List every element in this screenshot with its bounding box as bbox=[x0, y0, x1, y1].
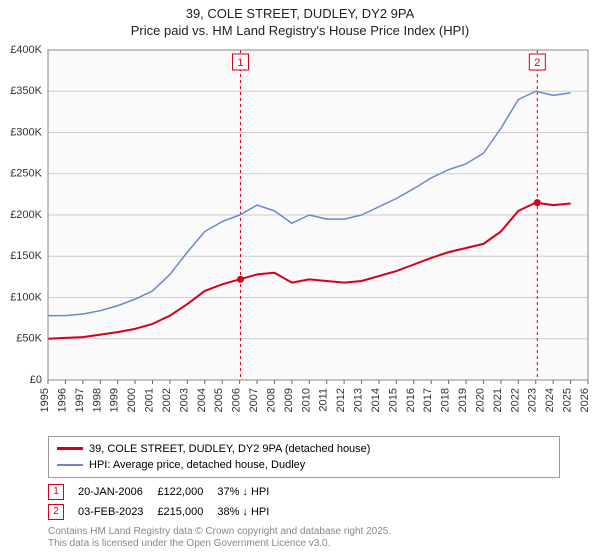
svg-text:2019: 2019 bbox=[457, 388, 469, 412]
svg-text:2001: 2001 bbox=[144, 388, 156, 412]
legend-label-hpi: HPI: Average price, detached house, Dudl… bbox=[89, 459, 305, 471]
svg-text:£0: £0 bbox=[30, 374, 42, 386]
point-marker: 2 bbox=[48, 504, 64, 520]
svg-text:£350K: £350K bbox=[10, 85, 42, 97]
legend-swatch-hpi bbox=[57, 464, 83, 466]
svg-text:2002: 2002 bbox=[161, 388, 173, 412]
svg-text:2000: 2000 bbox=[126, 388, 138, 412]
chart-title-line2: Price paid vs. HM Land Registry's House … bbox=[0, 23, 600, 40]
svg-text:2016: 2016 bbox=[405, 388, 417, 412]
attribution: Contains HM Land Registry data © Crown c… bbox=[48, 526, 560, 551]
svg-text:£250K: £250K bbox=[10, 167, 42, 179]
point-price: £215,000 bbox=[157, 502, 217, 522]
point-delta: 37% ↓ HPI bbox=[217, 482, 283, 502]
attribution-line1: Contains HM Land Registry data © Crown c… bbox=[48, 526, 560, 539]
point-price: £122,000 bbox=[157, 482, 217, 502]
svg-text:2023: 2023 bbox=[527, 388, 539, 412]
legend-label-price: 39, COLE STREET, DUDLEY, DY2 9PA (detach… bbox=[89, 443, 370, 455]
svg-text:1999: 1999 bbox=[109, 388, 121, 412]
svg-text:1997: 1997 bbox=[74, 388, 86, 412]
svg-text:2022: 2022 bbox=[509, 388, 521, 412]
svg-text:1998: 1998 bbox=[91, 388, 103, 412]
svg-text:£300K: £300K bbox=[10, 126, 42, 138]
svg-text:2013: 2013 bbox=[353, 388, 365, 412]
svg-text:£50K: £50K bbox=[16, 332, 42, 344]
svg-text:2: 2 bbox=[534, 57, 540, 69]
svg-text:2004: 2004 bbox=[196, 388, 208, 412]
chart-title-line1: 39, COLE STREET, DUDLEY, DY2 9PA bbox=[0, 6, 600, 23]
svg-text:1995: 1995 bbox=[39, 388, 51, 412]
svg-text:2012: 2012 bbox=[335, 388, 347, 412]
svg-text:2005: 2005 bbox=[213, 388, 225, 412]
point-date: 20-JAN-2006 bbox=[78, 482, 157, 502]
svg-text:2020: 2020 bbox=[474, 388, 486, 412]
sale-point-row: 1 20-JAN-2006£122,00037% ↓ HPI bbox=[48, 482, 283, 502]
svg-text:£150K: £150K bbox=[10, 250, 42, 262]
svg-text:1996: 1996 bbox=[56, 388, 68, 412]
attribution-line2: This data is licensed under the Open Gov… bbox=[48, 538, 560, 551]
svg-text:2015: 2015 bbox=[387, 388, 399, 412]
svg-text:2021: 2021 bbox=[492, 388, 504, 412]
svg-text:2017: 2017 bbox=[422, 388, 434, 412]
svg-text:2025: 2025 bbox=[562, 388, 574, 412]
legend: 39, COLE STREET, DUDLEY, DY2 9PA (detach… bbox=[48, 436, 560, 478]
svg-text:£100K: £100K bbox=[10, 291, 42, 303]
point-marker: 1 bbox=[48, 484, 64, 500]
svg-text:2003: 2003 bbox=[178, 388, 190, 412]
svg-text:2026: 2026 bbox=[579, 388, 591, 412]
sale-points-table: 1 20-JAN-2006£122,00037% ↓ HPI 2 03-FEB-202… bbox=[48, 482, 283, 522]
sale-point-row: 2 03-FEB-2023£215,00038% ↓ HPI bbox=[48, 502, 283, 522]
svg-text:1: 1 bbox=[237, 57, 243, 69]
svg-text:2009: 2009 bbox=[283, 388, 295, 412]
svg-text:2007: 2007 bbox=[248, 388, 260, 412]
svg-text:2008: 2008 bbox=[265, 388, 277, 412]
point-date: 03-FEB-2023 bbox=[78, 502, 157, 522]
legend-swatch-price bbox=[57, 447, 83, 450]
svg-text:£400K: £400K bbox=[10, 44, 42, 56]
svg-text:2024: 2024 bbox=[544, 388, 556, 412]
price-chart: £0 £50K £100K £150K £200K £250K £300K £350K £400… bbox=[0, 42, 600, 432]
svg-text:2010: 2010 bbox=[300, 388, 312, 412]
svg-text:2018: 2018 bbox=[440, 388, 452, 412]
svg-text:2011: 2011 bbox=[318, 388, 330, 412]
svg-text:£200K: £200K bbox=[10, 209, 42, 221]
svg-text:2006: 2006 bbox=[231, 388, 243, 412]
svg-text:2014: 2014 bbox=[370, 388, 382, 412]
point-delta: 38% ↓ HPI bbox=[217, 502, 283, 522]
